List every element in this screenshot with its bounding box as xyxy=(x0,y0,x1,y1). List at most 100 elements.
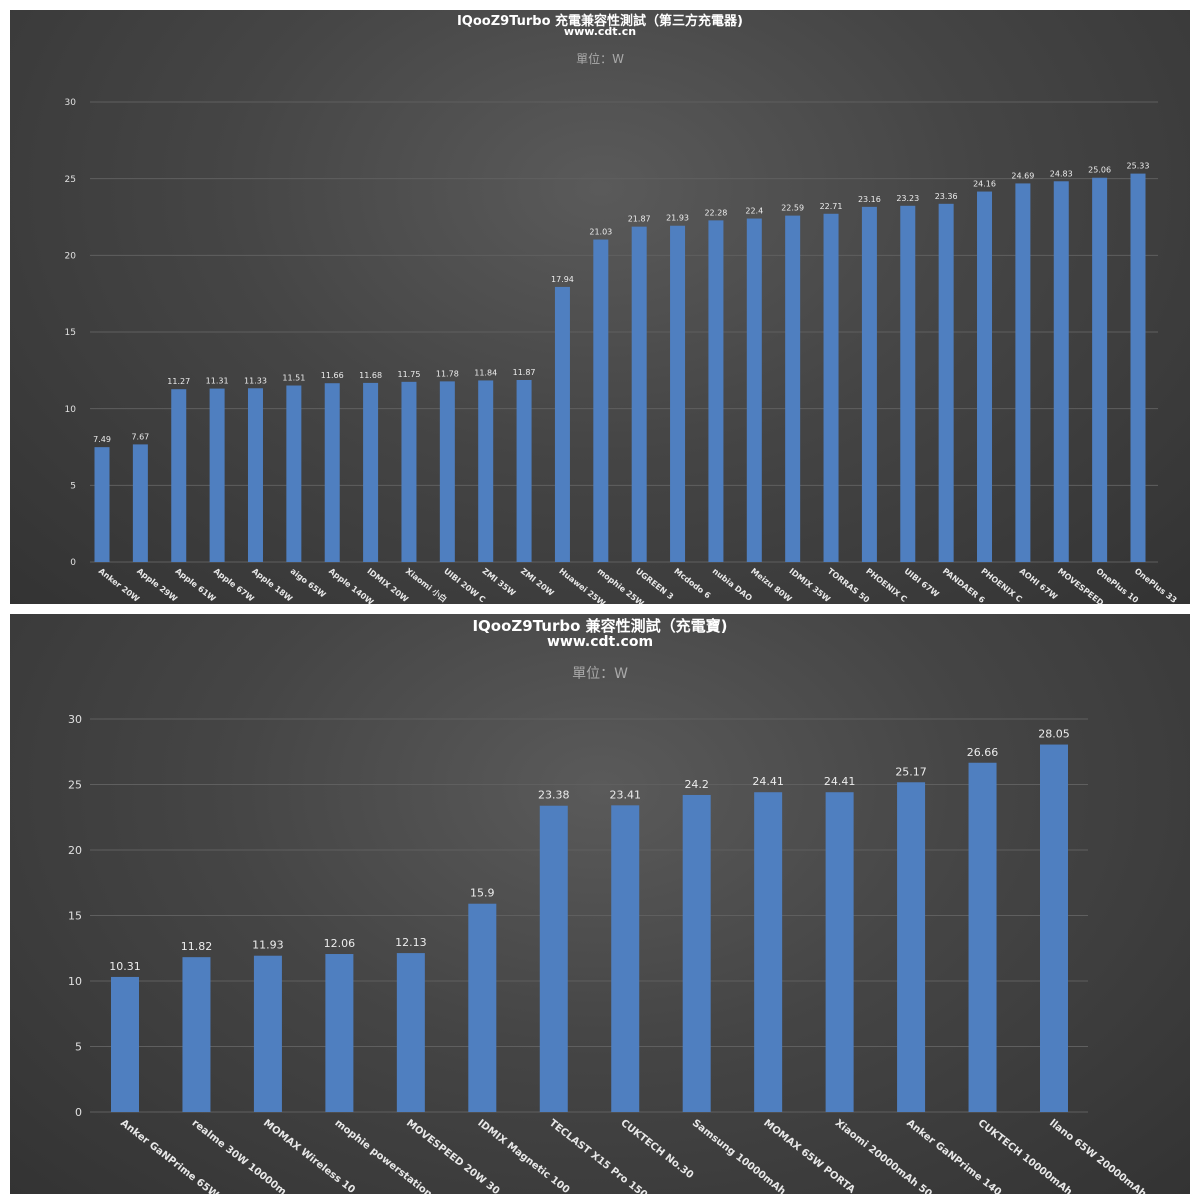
data-label: 7.49 xyxy=(93,435,111,444)
y-tick-label: 30 xyxy=(65,98,77,108)
category-label: Apple 61W xyxy=(174,566,218,603)
bar xyxy=(182,957,211,1112)
y-tick-label: 10 xyxy=(68,975,82,988)
y-tick-label: 15 xyxy=(68,909,82,922)
y-tick-label: 15 xyxy=(65,328,76,338)
bar xyxy=(253,955,282,1112)
bar xyxy=(825,792,854,1112)
data-label: 15.9 xyxy=(470,887,495,900)
bar xyxy=(286,385,302,562)
data-label: 22.4 xyxy=(745,207,763,216)
data-label: 11.93 xyxy=(252,939,284,952)
y-tick-label: 0 xyxy=(70,558,76,568)
bar xyxy=(754,792,783,1112)
data-label: 12.13 xyxy=(395,936,427,949)
bar xyxy=(1015,183,1031,563)
data-label: 25.33 xyxy=(1127,162,1150,171)
data-label: 24.41 xyxy=(824,775,856,788)
category-label: Meizu 80W xyxy=(749,566,793,604)
bar xyxy=(823,213,839,562)
data-label: 12.06 xyxy=(324,937,356,950)
bar xyxy=(631,226,647,562)
data-label: 11.75 xyxy=(398,370,421,379)
category-label: Mcdodo 6 xyxy=(672,566,712,600)
bar xyxy=(682,794,711,1112)
data-label: 11.78 xyxy=(436,369,459,378)
bar-chart-chargers: 0 5 10 15 20 25 30 7.49 Anker 20W 7.67 Apple 29W 11… xyxy=(65,98,1179,604)
data-label: 11.27 xyxy=(167,377,190,386)
y-tick-label: 25 xyxy=(68,778,82,791)
bar xyxy=(171,389,187,562)
data-label: 21.93 xyxy=(666,214,689,223)
unit-label: 單位：W xyxy=(572,666,628,682)
bar xyxy=(1130,173,1146,562)
data-label: 11.82 xyxy=(181,940,213,953)
bar xyxy=(401,381,417,562)
chart-panel-chargers: IQooZ9Turbo 充電兼容性測試（第三方充電器) www.cdt.cn 單… xyxy=(10,10,1190,604)
category-label: aigo 65W xyxy=(289,566,328,599)
chart-panel-powerbanks: IQooZ9Turbo 兼容性測試（充電寶) www.cdt.com 單位：W … xyxy=(10,614,1190,1194)
y-tick-label: 30 xyxy=(68,713,82,726)
data-label: 21.03 xyxy=(589,228,612,237)
bar xyxy=(746,218,762,563)
data-label: 24.69 xyxy=(1011,171,1034,180)
data-label: 24.16 xyxy=(973,180,996,189)
bar xyxy=(478,380,494,562)
bar xyxy=(1040,744,1068,1112)
data-label: 26.66 xyxy=(967,746,999,759)
bar xyxy=(396,953,425,1112)
category-label: Apple 18W xyxy=(250,566,294,603)
bar xyxy=(1053,181,1069,563)
bar xyxy=(708,220,724,562)
bar xyxy=(539,805,568,1112)
data-label: 23.23 xyxy=(896,194,919,203)
data-label: 11.68 xyxy=(359,371,382,380)
data-label: 22.28 xyxy=(704,208,727,217)
bar xyxy=(94,447,110,562)
bar xyxy=(554,286,570,562)
data-label: 11.66 xyxy=(321,371,344,380)
data-label: 11.51 xyxy=(282,374,305,383)
data-label: 22.71 xyxy=(820,202,843,211)
category-label: UIBI 67W xyxy=(903,566,941,599)
y-tick-label: 0 xyxy=(75,1106,82,1119)
bar xyxy=(593,239,609,563)
data-label: 24.2 xyxy=(684,778,709,791)
data-label: 11.87 xyxy=(513,368,536,377)
category-label: Apple 29W xyxy=(135,566,179,603)
bar xyxy=(439,381,455,562)
y-tick-label: 10 xyxy=(65,405,77,415)
data-label: 21.87 xyxy=(628,215,651,224)
bar xyxy=(111,976,139,1112)
data-label: 23.16 xyxy=(858,195,881,204)
category-label: UIBI 20W C xyxy=(442,566,487,604)
data-label: 24.41 xyxy=(752,775,784,788)
category-label: ZMI 20W xyxy=(519,566,556,598)
bar xyxy=(468,903,497,1112)
y-tick-label: 20 xyxy=(65,251,77,261)
bar xyxy=(324,383,340,562)
data-label: 22.59 xyxy=(781,204,804,213)
data-label: 25.17 xyxy=(895,765,927,778)
category-label: Xiaomi 小白 xyxy=(404,566,449,604)
data-label: 10.31 xyxy=(109,960,141,973)
data-label: 23.41 xyxy=(609,788,641,801)
y-tick-label: 25 xyxy=(65,175,76,185)
chart-subtitle: www.cdt.cn xyxy=(563,25,637,38)
unit-label: 單位：W xyxy=(576,52,624,66)
data-label: 11.33 xyxy=(244,376,267,385)
bar xyxy=(900,205,916,562)
bar xyxy=(611,805,640,1112)
y-tick-label: 20 xyxy=(68,844,82,857)
bar xyxy=(516,379,532,562)
bar xyxy=(132,444,148,562)
data-label: 11.84 xyxy=(474,368,497,377)
bar xyxy=(861,206,877,562)
bar xyxy=(977,191,993,562)
chart-subtitle: www.cdt.com xyxy=(546,634,654,650)
category-label: Apple 67W xyxy=(212,566,256,603)
category-label: nubia DAO xyxy=(711,566,754,603)
bar xyxy=(938,203,954,562)
bar xyxy=(968,762,997,1112)
